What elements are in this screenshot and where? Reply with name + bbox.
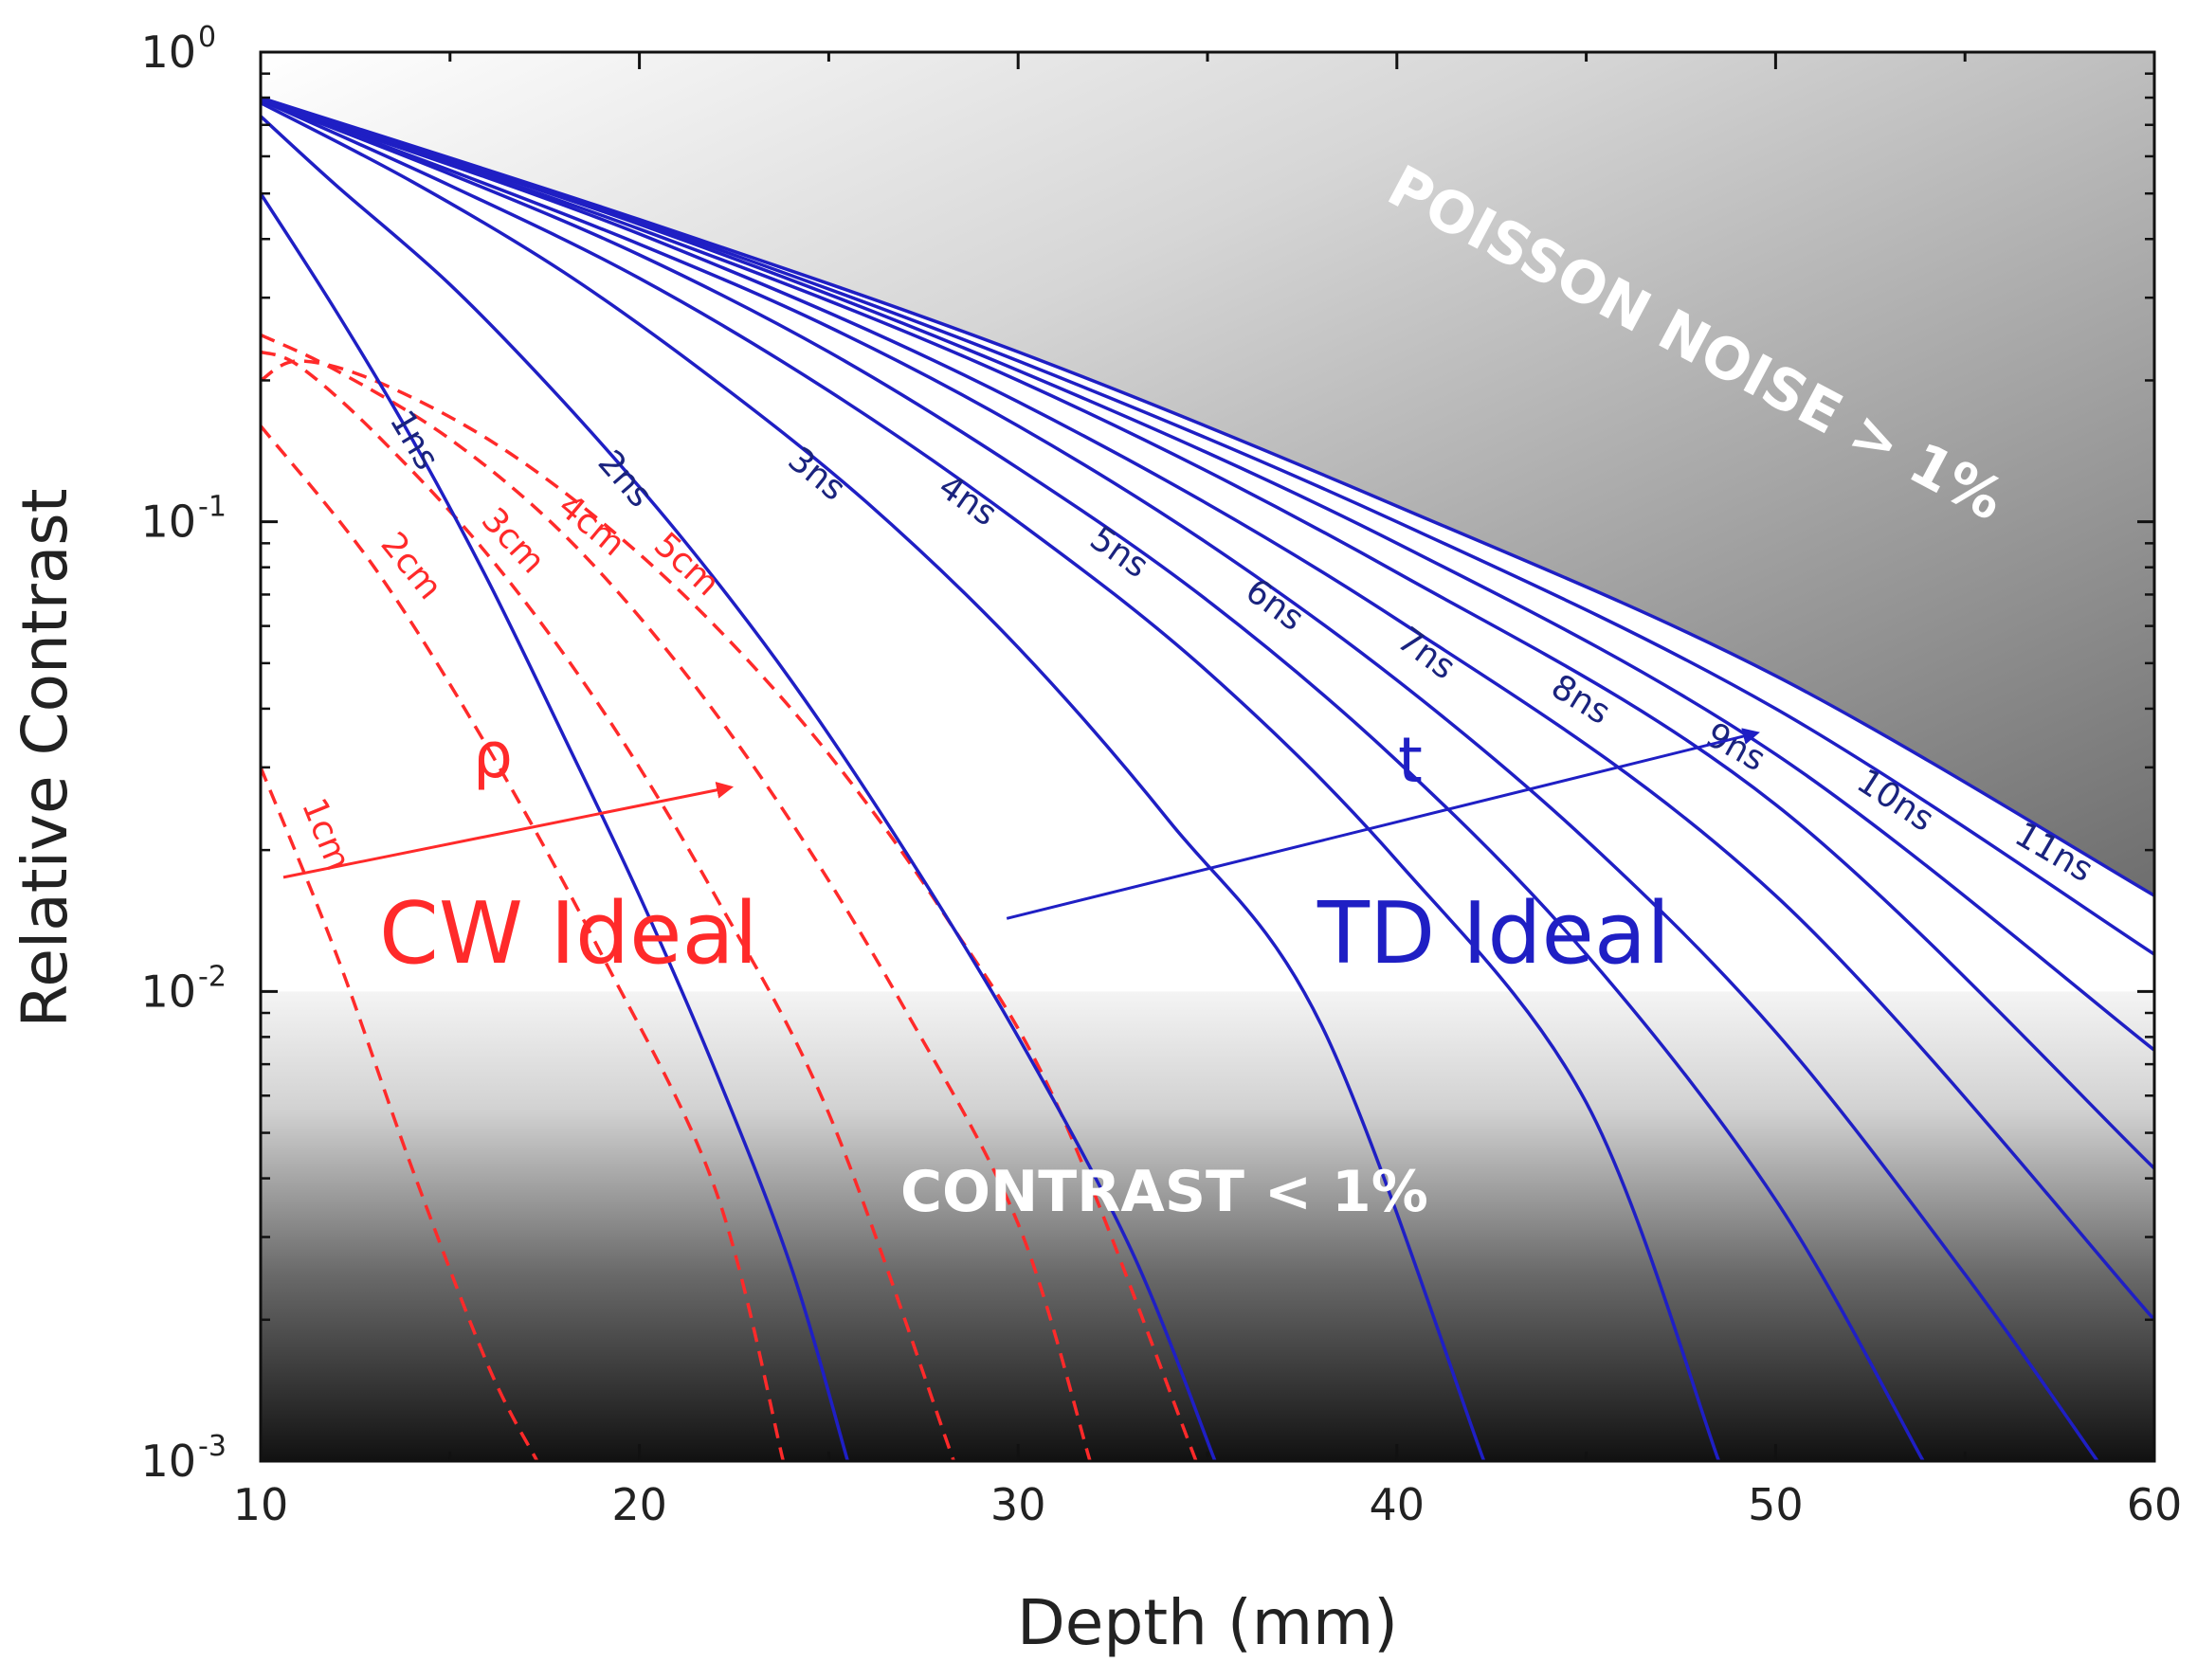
- y-tick-exponent: -1: [198, 491, 227, 524]
- x-tick-label: 10: [233, 1479, 289, 1530]
- y-tick-exponent: 0: [198, 21, 216, 54]
- td-label-9ns: 9ns: [1699, 715, 1771, 779]
- td-label-1ns: 1ns: [382, 404, 446, 476]
- shaded-regions: [261, 52, 2154, 1461]
- x-tick-label: 60: [2127, 1479, 2183, 1530]
- y-tick-exponent: -2: [198, 960, 227, 993]
- cw-ideal-label: CW Ideal: [379, 884, 758, 984]
- td-curve-2ns: [261, 115, 1217, 1461]
- y-tick-label: 10 -1: [140, 491, 226, 548]
- cw-curve-3cm: [261, 350, 955, 1461]
- td-curves: [261, 96, 2154, 1461]
- td-curve-3ns: [261, 100, 1486, 1461]
- low-contrast-region: [261, 991, 2154, 1461]
- x-tick-label: 50: [1748, 1479, 1804, 1530]
- td-curve-9ns: [261, 99, 2154, 1052]
- rho-arrow: [282, 781, 735, 879]
- y-tick-base: 10: [140, 497, 196, 548]
- td-curve-8ns: [261, 99, 2154, 1170]
- y-tick-base: 10: [140, 966, 196, 1017]
- td-label-10ns: 10ns: [1850, 762, 1941, 840]
- y-tick-base: 10: [140, 27, 196, 78]
- t-label: t: [1398, 724, 1423, 797]
- contrast-region-label: CONTRAST < 1%: [900, 1159, 1428, 1225]
- x-tick-label: 30: [990, 1479, 1046, 1530]
- y-tick-base: 10: [140, 1436, 196, 1487]
- y-tick-label: 10 -2: [140, 960, 226, 1017]
- td-label-6ns: 6ns: [1239, 571, 1311, 639]
- cw-curve-2cm: [261, 425, 786, 1461]
- cw-label-5cm: 5cm: [646, 525, 727, 604]
- x-axis-title: Depth (mm): [1017, 1586, 1398, 1659]
- td-curve-5ns: [261, 99, 1925, 1461]
- x-tick-label: 40: [1370, 1479, 1425, 1530]
- rho-label: ρ: [473, 719, 513, 792]
- td-label-3ns: 3ns: [781, 440, 853, 508]
- td-curve-4ns: [261, 99, 1721, 1461]
- x-tick-label: 20: [611, 1479, 667, 1530]
- poisson-noise-region: [261, 52, 2154, 896]
- td-label-7ns: 7ns: [1389, 620, 1462, 687]
- td-curve-11ns: [261, 96, 2154, 897]
- y-axis-title: Relative Contrast: [9, 488, 82, 1027]
- td-label-2ns: 2ns: [590, 443, 660, 515]
- cw-curve-4cm: [261, 333, 1092, 1461]
- td-curve-7ns: [261, 99, 2154, 1321]
- td-label-4ns: 4ns: [932, 467, 1004, 533]
- td-curve-6ns: [261, 99, 2099, 1461]
- cw-label-2cm: 2cm: [373, 525, 450, 606]
- td-ideal-label: TD Ideal: [1316, 884, 1670, 984]
- y-tick-label: 10 -3: [140, 1430, 226, 1487]
- td-curve-10ns: [261, 99, 2154, 956]
- td-curve-1ns: [261, 192, 850, 1461]
- cw-curve-1cm: [261, 767, 539, 1461]
- y-tick-label: 10 0: [140, 21, 216, 78]
- y-tick-exponent: -3: [198, 1430, 227, 1463]
- td-label-5ns: 5ns: [1083, 519, 1155, 587]
- t-arrow: [1006, 728, 1760, 920]
